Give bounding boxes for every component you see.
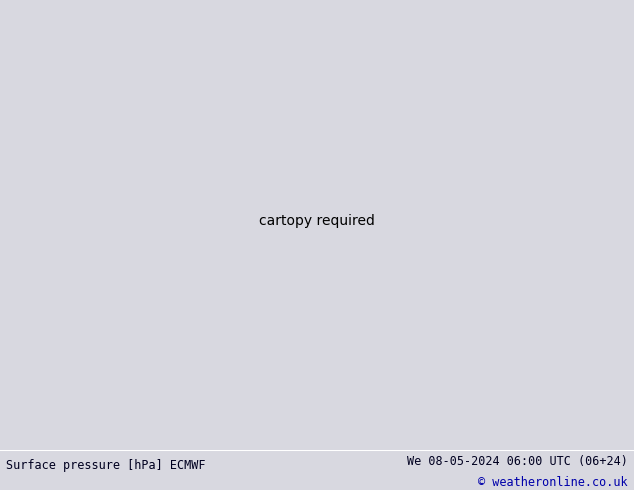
Text: We 08-05-2024 06:00 UTC (06+24): We 08-05-2024 06:00 UTC (06+24) <box>407 455 628 467</box>
Text: cartopy required: cartopy required <box>259 214 375 228</box>
Text: © weatheronline.co.uk: © weatheronline.co.uk <box>478 476 628 490</box>
Text: Surface pressure [hPa] ECMWF: Surface pressure [hPa] ECMWF <box>6 460 206 472</box>
